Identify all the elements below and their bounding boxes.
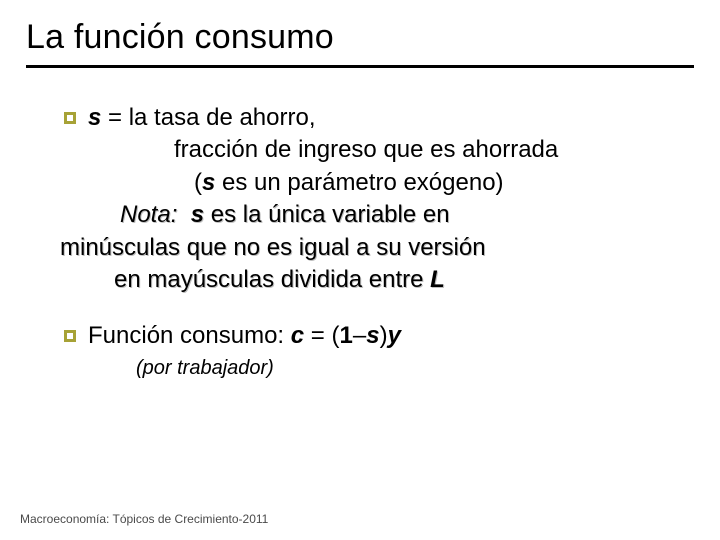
- var-s-4: s: [366, 322, 379, 349]
- b1-line3: (s es un parámetro exógeno): [88, 167, 694, 199]
- note-line3-a: en mayúsculas dividida entre: [114, 266, 430, 293]
- b1-line1: s = la tasa de ahorro,: [88, 102, 694, 134]
- eq-one: 1: [339, 322, 352, 349]
- b1-line2: fracción de ingreso que es ahorrada: [88, 134, 694, 166]
- bullet-square-icon: [64, 112, 76, 124]
- var-s-3: s: [191, 201, 204, 228]
- b1-note-line2: minúsculas que no es igual a su versión: [60, 232, 694, 264]
- b2-subnote: (por trabajador): [88, 355, 694, 382]
- note-label: Nota:: [120, 201, 177, 228]
- var-s-2: s: [202, 169, 215, 196]
- title-rule: [26, 65, 694, 68]
- eq-close: ): [380, 322, 388, 349]
- footer-text: Macroeconomía: Tópicos de Crecimiento-20…: [20, 512, 268, 526]
- var-s: s: [88, 104, 101, 131]
- bullet-item-1: s = la tasa de ahorro, fracción de ingre…: [26, 102, 694, 296]
- b1-line1-rest: = la tasa de ahorro,: [101, 104, 315, 131]
- b1-line3-open: (: [194, 169, 202, 196]
- slide: La función consumo s = la tasa de ahorro…: [0, 0, 720, 540]
- var-y: y: [388, 322, 401, 349]
- bullet-square-icon: [64, 330, 76, 342]
- eq-dash: –: [353, 322, 366, 349]
- eq-mid1: = (: [304, 322, 339, 349]
- var-L: L: [430, 266, 445, 293]
- slide-title: La función consumo: [26, 18, 694, 57]
- b1-line3-rest: es un parámetro exógeno): [215, 169, 503, 196]
- var-c: c: [291, 322, 304, 349]
- b2-label: Función consumo:: [88, 322, 291, 349]
- bullet-item-2: Función consumo: c = (1–s)y (por trabaja…: [26, 320, 694, 381]
- note-rest1: es la única variable en: [204, 201, 449, 228]
- b1-note-line1: Nota: s es la única variable en: [88, 199, 694, 231]
- b1-note-line3: en mayúsculas dividida entre L: [88, 264, 694, 296]
- b2-line: Función consumo: c = (1–s)y: [88, 322, 401, 349]
